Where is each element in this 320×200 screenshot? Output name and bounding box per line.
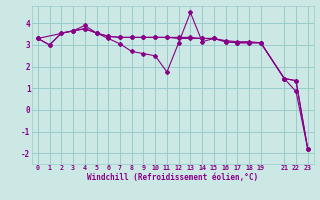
- X-axis label: Windchill (Refroidissement éolien,°C): Windchill (Refroidissement éolien,°C): [87, 173, 258, 182]
